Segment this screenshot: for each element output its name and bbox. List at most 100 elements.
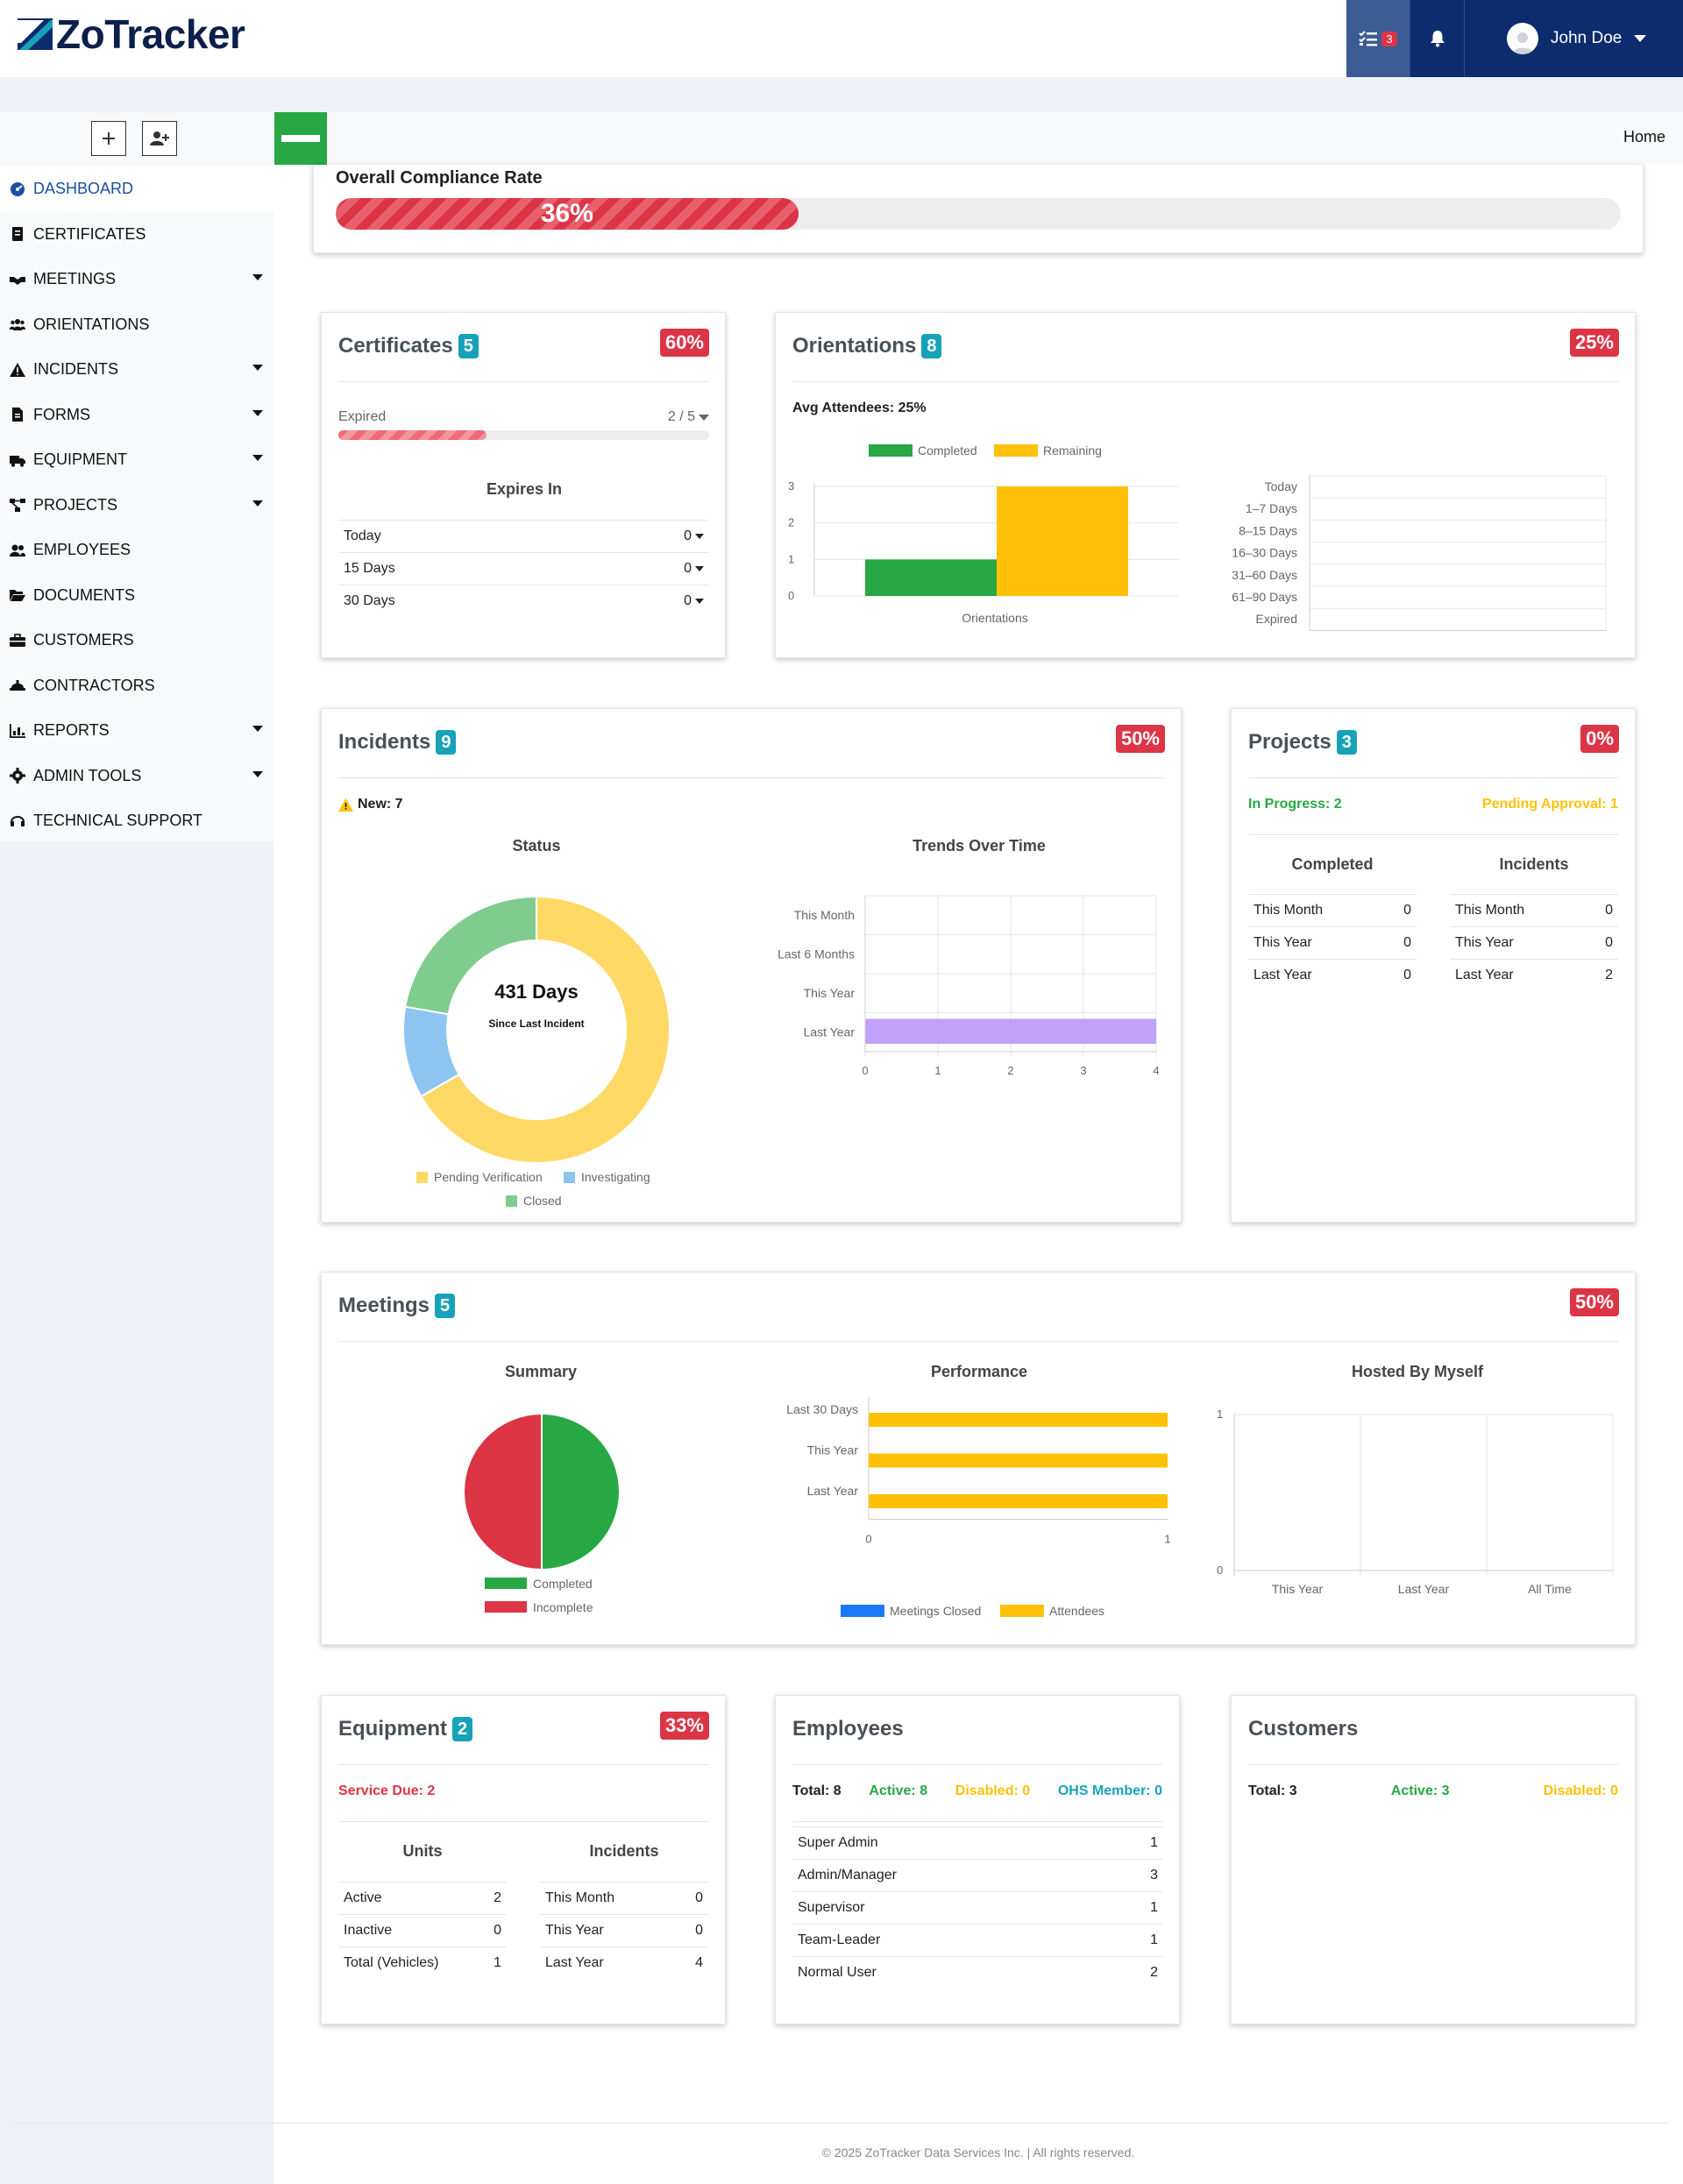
row-value: 1 (1150, 1900, 1158, 1916)
bar-remaining[interactable] (997, 486, 1128, 596)
donut-slice-pending-verification[interactable] (419, 895, 671, 1164)
sidebar-item-employees[interactable]: EMPLOYEES (9, 528, 273, 572)
hard-hat-icon (9, 677, 26, 694)
sidebar-item-label: DOCUMENTS (33, 585, 135, 604)
breadcrumb-home[interactable]: Home (1623, 128, 1665, 145)
completed-title: Completed (1291, 855, 1374, 873)
bell-icon (1430, 31, 1445, 47)
row-label: Team-Leader (798, 1932, 881, 1947)
divider (1248, 1764, 1618, 1765)
x-tick-label: 1 (1164, 1533, 1170, 1546)
divider (338, 1764, 708, 1765)
perf-bar-attendees[interactable] (869, 1453, 1168, 1468)
orientations-range-chart: Today 1–7 Days 8–15 Days 16–30 Days 31–60 Da… (1232, 475, 1607, 631)
expired-value[interactable]: 2 / 5 (668, 409, 709, 425)
notifications-button[interactable] (1410, 0, 1464, 77)
row-label: Today (344, 528, 381, 543)
meetings-performance-chart: 0 1 Last 30 Days This Year Last Year Meetings… (786, 1397, 1171, 1618)
sidebar-item-equipment[interactable]: EQUIPMENT (9, 437, 273, 482)
y-tick-label: Last 30 Days (786, 1402, 858, 1416)
pie-slice-completed[interactable] (541, 1412, 621, 1571)
row-value[interactable]: 0 (684, 593, 704, 609)
sidebar-item-reports[interactable]: REPORTS (9, 708, 273, 753)
sidebar-item-label: TECHNICAL SUPPORT (33, 812, 203, 829)
table-row: This Year 0 (540, 1914, 708, 1946)
sidebar-item-projects[interactable]: PROJECTS (9, 483, 273, 528)
customers-disabled: Disabled: 0 (1543, 1783, 1618, 1798)
expired-value-text: 2 / 5 (667, 409, 695, 424)
app-logo[interactable]: ZoTracker (18, 11, 245, 57)
sidebar-toggle-button[interactable] (274, 112, 327, 165)
donut-slice-closed[interactable] (404, 895, 537, 1016)
table-row: Supervisor 1 (792, 1891, 1163, 1924)
caret-down-icon (695, 534, 704, 539)
row-value[interactable]: 0 (684, 528, 704, 544)
perf-bar-attendees[interactable] (869, 1494, 1168, 1508)
divider (792, 1821, 1162, 1822)
row-label: Last Year (1455, 968, 1514, 982)
sidebar-item-incidents[interactable]: INCIDENTS (9, 347, 273, 392)
row-value: 3 (1150, 1868, 1158, 1883)
row-value: 1 (1150, 1932, 1158, 1948)
table-row: Normal User 2 (792, 1956, 1163, 1989)
divider (338, 777, 1164, 778)
tasks-button[interactable]: 3 (1346, 0, 1410, 77)
x-tick-label: 1 (934, 1064, 941, 1077)
trends-title: Trends Over Time (913, 837, 1046, 854)
employees-total: Total: 8 (792, 1783, 842, 1798)
meetings-summary-chart: Completed Incomplete (462, 1412, 621, 1614)
pie-slice-incomplete[interactable] (462, 1412, 543, 1571)
sidebar-item-label: FORMS (33, 405, 90, 423)
meetings-title: Meetings 5 (338, 1294, 456, 1318)
tasks-icon (1359, 31, 1378, 46)
top-navbar: ZoTracker 3 John Doe (0, 0, 1683, 77)
sidebar-item-certificates[interactable]: CERTIFICATES (9, 212, 273, 257)
sidebar-item-contractors[interactable]: CONTRACTORS (9, 663, 273, 708)
row-value-text: 4 (695, 1955, 703, 1970)
x-tick-label: 4 (1153, 1064, 1159, 1077)
employees-card: Employees Total: 8 Active: 8 Disabled: 0… (775, 1695, 1180, 2024)
caret-down-icon (252, 455, 263, 461)
perf-bar-attendees[interactable] (869, 1413, 1168, 1427)
orientations-charts: 0 1 2 3 Completed Remaining Orientations Today… (788, 443, 1607, 631)
sidebar-item-admin-tools[interactable]: ADMIN TOOLS (9, 754, 273, 798)
row-label: This Year (1253, 935, 1312, 950)
performance-title: Performance (930, 1363, 1028, 1380)
handshake-icon (9, 271, 26, 288)
caret-down-icon (252, 726, 263, 732)
sidebar-item-customers[interactable]: CUSTOMERS (9, 618, 273, 663)
row-value[interactable]: 0 (684, 561, 704, 577)
days-since-label: Since Last Incident (488, 1018, 585, 1030)
meetings-hosted-chart: 0 1 This Year Last Year All Time (1217, 1408, 1614, 1596)
expires-in-title: Expires In (486, 480, 563, 498)
orientations-title-text: Orientations (792, 334, 917, 358)
top-strip (0, 77, 1683, 112)
user-menu[interactable]: John Doe (1464, 0, 1683, 77)
x-tick-label: 0 (862, 1064, 868, 1077)
sidebar-item-orientations[interactable]: ORIENTATIONS (9, 302, 273, 347)
sidebar-item-dashboard[interactable]: DASHBOARD (0, 167, 273, 211)
equipment-title-text: Equipment (338, 1717, 447, 1741)
service-due-count: Service Due: 2 (338, 1783, 436, 1798)
bar-completed[interactable] (865, 559, 997, 596)
trend-bar-3[interactable] (865, 1018, 1156, 1045)
projects-title-text: Projects (1248, 730, 1331, 754)
equipment-title: Equipment 2 (338, 1717, 473, 1741)
add-user-button[interactable] (142, 121, 177, 156)
meetings-title-text: Meetings (338, 1294, 430, 1317)
row-value: 2 (494, 1890, 501, 1906)
quick-add-button[interactable] (91, 121, 126, 156)
y-tick-label: 1 (788, 552, 794, 565)
row-label: Supervisor (798, 1900, 865, 1915)
sidebar-item-documents[interactable]: DOCUMENTS (9, 573, 273, 618)
sidebar-item-meetings[interactable]: MEETINGS (9, 257, 273, 301)
sidebar-item-label: MEETINGS (33, 270, 117, 287)
x-tick-label: All Time (1528, 1582, 1572, 1596)
sidebar-item-forms[interactable]: FORMS (9, 393, 273, 437)
row-value-text: 1 (494, 1955, 501, 1970)
table-row: This Month 0 (1450, 894, 1618, 926)
customers-stats: Total: 3 Active: 3 Disabled: 0 (1248, 1783, 1618, 1799)
sidebar-item-technical-support[interactable]: TECHNICAL SUPPORT (9, 798, 273, 843)
certificates-title-text: Certificates (338, 334, 453, 358)
row-value-text: 2 (1605, 968, 1613, 982)
